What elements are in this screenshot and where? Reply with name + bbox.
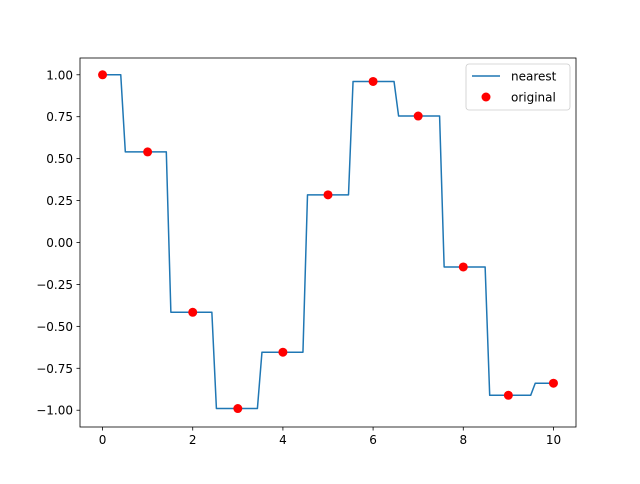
scatter-point-original [188,307,198,317]
scatter-point-original [233,404,243,414]
y-tick-label: 0.00 [46,236,73,250]
y-tick-label: −0.75 [36,362,73,376]
plot-area [80,58,576,427]
data-marks [98,70,558,414]
x-tick-label: 6 [369,433,377,447]
scatter-point-original [503,390,513,400]
legend-label-nearest: nearest [511,70,557,84]
scatter-point-original [143,147,153,157]
y-tick-label: 0.75 [46,110,73,124]
axes-frame [79,57,577,428]
y-tick-label: 0.25 [46,194,73,208]
y-tick-label: −1.00 [36,404,73,418]
scatter-point-original [413,111,423,121]
y-tick-label: 1.00 [46,68,73,82]
legend: nearest original [465,63,571,111]
x-tick-label: 0 [99,433,107,447]
scatter-point-original [548,378,558,388]
scatter-point-original [98,70,108,80]
scatter-point-original [458,262,468,272]
y-tick-label: −0.25 [36,278,73,292]
x-tick-label: 2 [189,433,197,447]
x-tick-label: 10 [546,433,561,447]
x-tick-label: 8 [459,433,467,447]
scatter-point-original [323,190,333,200]
legend-dot-swatch [481,92,491,102]
y-tick-label: 0.50 [46,152,73,166]
axes: 0 2 4 6 8 10 −1.00 −0.75 −0.50 −0.25 0.00 0.25 0.50 0… [36,68,561,447]
x-tick-label: 4 [279,433,287,447]
scatter-point-original [278,347,288,357]
scatter-point-original [368,76,378,86]
y-tick-label: −0.50 [36,320,73,334]
legend-label-original: original [511,91,556,105]
